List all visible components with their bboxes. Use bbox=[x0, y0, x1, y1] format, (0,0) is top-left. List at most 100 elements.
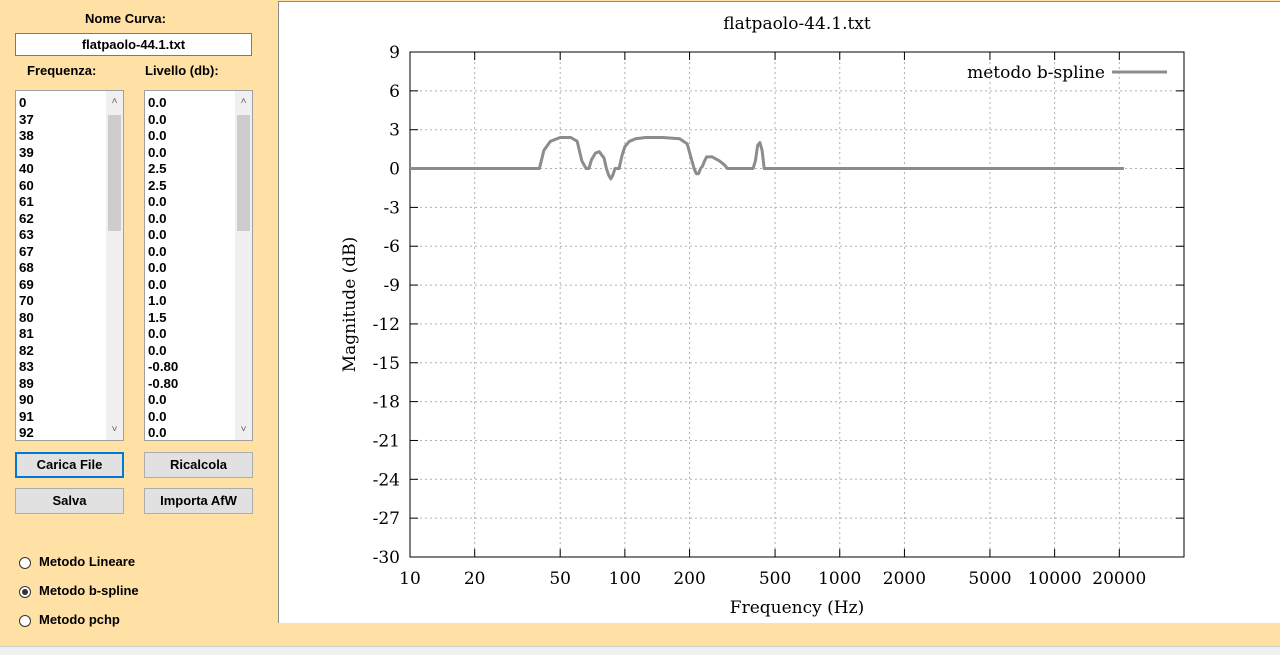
level-list-item[interactable]: 0.0 bbox=[148, 210, 167, 226]
y-tick-label: 3 bbox=[389, 121, 400, 141]
x-tick-label: 200 bbox=[673, 569, 705, 589]
radio-label-linear: Metodo Lineare bbox=[39, 554, 136, 569]
scroll-thumb[interactable] bbox=[108, 115, 121, 231]
level-list-item[interactable]: 1.0 bbox=[148, 293, 167, 308]
frequency-list-item[interactable]: 39 bbox=[19, 144, 34, 160]
level-scrollbar[interactable]: ˄ ˅ bbox=[235, 91, 252, 440]
x-tick-label: 20 bbox=[464, 569, 486, 589]
level-list[interactable]: 0.0 0.0 0.0 0.0 2.5 2.5 0.0 0.0 0.0 0.0 0.0 0.0 1.0 1… bbox=[144, 90, 253, 441]
frequency-list-item[interactable]: 38 bbox=[19, 128, 34, 143]
series-line-0 bbox=[410, 136, 1124, 181]
frequency-list-item[interactable]: 82 bbox=[19, 342, 34, 358]
frequency-list-item[interactable]: 89 bbox=[19, 375, 34, 391]
chart-title: flatpaolo-44.1.txt bbox=[723, 14, 871, 34]
y-tick-label: -24 bbox=[373, 470, 400, 490]
frequency-list-item[interactable]: 67 bbox=[19, 243, 34, 259]
curve-name-label: Nome Curva: bbox=[85, 11, 166, 26]
frequency-list-item[interactable]: 69 bbox=[19, 276, 34, 292]
level-list-item[interactable]: 0.0 bbox=[148, 408, 167, 424]
scroll-down-icon[interactable]: ˅ bbox=[240, 424, 247, 435]
level-list-item[interactable]: 0.0 bbox=[148, 111, 167, 127]
level-list-item[interactable]: 2.5 bbox=[148, 161, 167, 176]
scroll-up-icon[interactable]: ˄ bbox=[240, 96, 247, 107]
chart-legend: metodo b-spline bbox=[967, 63, 1167, 83]
x-axis-label: Frequency (Hz) bbox=[730, 598, 864, 618]
radio-circle-pchp[interactable] bbox=[19, 614, 31, 627]
x-tick-label: 10 bbox=[399, 569, 421, 589]
level-list-item[interactable]: 0.0 bbox=[148, 144, 167, 160]
frequency-list-item[interactable]: 83 bbox=[19, 359, 34, 374]
import-afw-button[interactable]: Importa AfW bbox=[144, 488, 253, 514]
y-tick-label: -12 bbox=[373, 315, 400, 335]
frequency-list[interactable]: 0 37 38 39 40 60 61 62 63 67 68 69 70 80 81 82 83 89 90 91 9… bbox=[15, 90, 124, 441]
frequency-list-item[interactable]: 61 bbox=[19, 194, 34, 209]
y-tick-label: -9 bbox=[383, 276, 400, 296]
frequency-list-item[interactable]: 68 bbox=[19, 260, 34, 275]
frequency-scrollbar[interactable]: ˄ ˅ bbox=[106, 91, 123, 440]
bottom-tab-strip bbox=[0, 646, 1280, 655]
y-tick-label: -15 bbox=[373, 354, 400, 374]
frequency-list-item[interactable]: 40 bbox=[19, 161, 34, 176]
plot-area: 9 6 3 0 -3 -6 -9 -12 -15 -18 -21 -24 -27 -30 10 20 50 100… bbox=[278, 1, 1280, 623]
scroll-down-icon[interactable]: ˅ bbox=[111, 424, 118, 435]
y-tick-label: -27 bbox=[373, 509, 400, 529]
frequency-list-item[interactable]: 37 bbox=[19, 111, 34, 127]
y-tick-label: 0 bbox=[389, 160, 400, 180]
curve-name-field[interactable] bbox=[15, 33, 252, 56]
recalculate-button[interactable]: Ricalcola bbox=[144, 452, 253, 478]
y-tick-label: -21 bbox=[373, 431, 400, 451]
frequency-list-item[interactable]: 90 bbox=[19, 392, 34, 407]
level-list-item[interactable]: 0.0 bbox=[148, 227, 167, 242]
level-list-item[interactable]: 0.0 bbox=[148, 342, 167, 358]
plot-border bbox=[409, 51, 1185, 558]
level-list-item[interactable]: 0.0 bbox=[148, 128, 167, 143]
scroll-thumb[interactable] bbox=[237, 115, 250, 231]
y-axis-label: Magnitude (dB) bbox=[340, 237, 360, 373]
radio-circle-linear[interactable] bbox=[19, 556, 31, 569]
frequency-list-item[interactable]: 0 bbox=[19, 95, 27, 110]
frequency-list-item[interactable]: 92 bbox=[19, 425, 34, 440]
radio-method-bspline[interactable]: Metodo b-spline bbox=[19, 582, 139, 600]
level-list-item[interactable]: 0.0 bbox=[148, 326, 167, 341]
level-list-item[interactable]: -0.80 bbox=[148, 359, 179, 374]
level-list-item[interactable]: 0.0 bbox=[148, 194, 167, 209]
radio-circle-bspline[interactable] bbox=[19, 585, 31, 598]
level-list-item[interactable]: 0.0 bbox=[148, 260, 167, 275]
save-button[interactable]: Salva bbox=[15, 488, 124, 514]
level-list-item[interactable]: 2.5 bbox=[148, 177, 167, 193]
level-list-item[interactable]: 0.0 bbox=[148, 392, 167, 407]
x-tick-label: 100 bbox=[609, 569, 641, 589]
x-tick-label: 20000 bbox=[1092, 569, 1146, 589]
control-panel: Nome Curva: Frequenza: Livello (db): 037… bbox=[0, 0, 276, 629]
level-list-item[interactable]: 0.0 bbox=[148, 425, 167, 440]
frequency-list-item[interactable]: 81 bbox=[19, 326, 34, 341]
x-tick-label: 50 bbox=[549, 569, 571, 589]
frequency-list-item[interactable]: 63 bbox=[19, 227, 34, 242]
radio-method-linear[interactable]: Metodo Lineare bbox=[19, 553, 135, 571]
frequency-list-item[interactable]: 70 bbox=[19, 293, 34, 308]
legend-label: metodo b-spline bbox=[967, 63, 1105, 83]
x-tick-label: 2000 bbox=[883, 569, 926, 589]
level-list-item[interactable]: 1.5 bbox=[148, 309, 167, 325]
frequency-label: Frequenza: bbox=[27, 63, 97, 78]
y-tick-label: -30 bbox=[373, 548, 400, 568]
level-list-item[interactable]: -0.80 bbox=[148, 375, 179, 391]
y-tick-label: -18 bbox=[373, 393, 400, 413]
frequency-list-item[interactable]: 60 bbox=[19, 177, 34, 193]
x-tick-label: 10000 bbox=[1028, 569, 1082, 589]
frequency-list-item[interactable]: 91 bbox=[19, 408, 34, 424]
level-list-item[interactable]: 0.0 bbox=[148, 276, 167, 292]
chart-grid bbox=[410, 52, 1184, 557]
load-file-button[interactable]: Carica File bbox=[15, 452, 124, 478]
level-label: Livello (db): bbox=[145, 63, 219, 78]
radio-method-pchp[interactable]: Metodo pchp bbox=[19, 611, 120, 629]
frequency-list-item[interactable]: 80 bbox=[19, 309, 34, 325]
scroll-up-icon[interactable]: ˄ bbox=[111, 96, 118, 107]
level-list-item[interactable]: 0.0 bbox=[148, 243, 167, 259]
level-items: 0.0 0.0 0.0 0.0 2.5 2.5 0.0 0.0 0.0 0.0 0.0 0.0 1.0 1… bbox=[148, 95, 179, 440]
y-tick-label: -6 bbox=[383, 237, 400, 257]
level-list-item[interactable]: 0.0 bbox=[148, 95, 167, 110]
frequency-list-item[interactable]: 62 bbox=[19, 210, 34, 226]
frequency-items: 0 37 38 39 40 60 61 62 63 67 68 69 70 80 81 82 83 89 90 91 9… bbox=[19, 95, 34, 440]
